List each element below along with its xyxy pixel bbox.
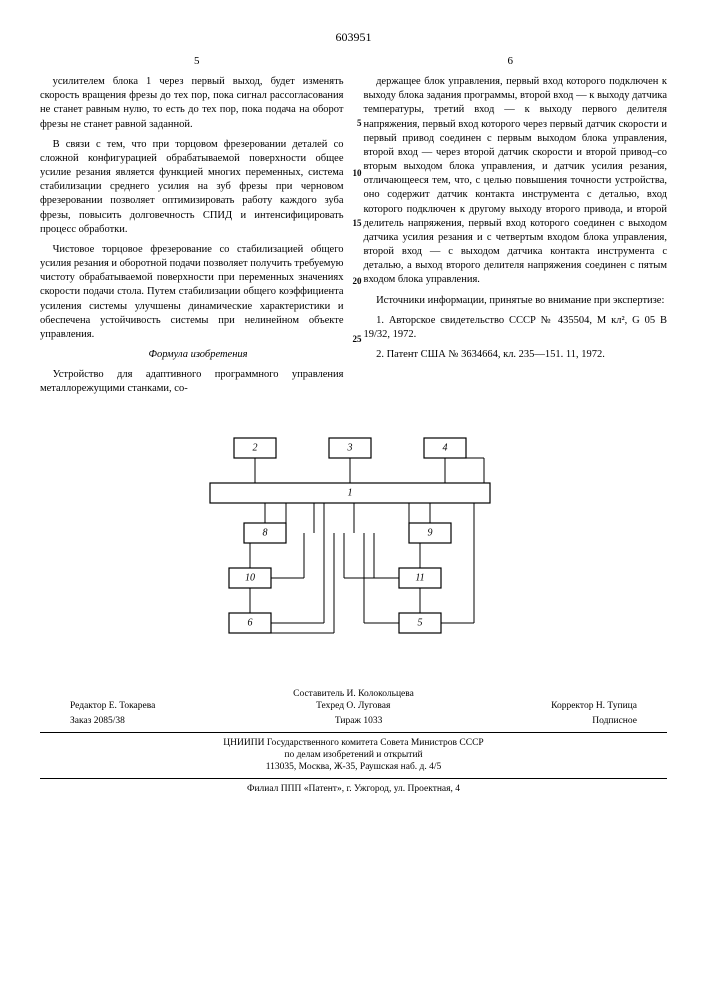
line-number: 15 [350, 217, 362, 229]
paragraph: держащее блок управления, первый вход ко… [364, 75, 668, 288]
right-column: 5 10 15 20 25 держащее блок управления, … [364, 75, 668, 403]
svg-text:9: 9 [427, 527, 432, 538]
tirazh: Тираж 1033 [335, 715, 383, 727]
svg-text:10: 10 [245, 572, 255, 583]
block-diagram: 2 3 4 1 8 9 10 11 6 5 [40, 428, 667, 658]
svg-text:2: 2 [252, 442, 257, 453]
paragraph: Устройство для адаптивного программного … [40, 368, 344, 396]
left-column: усилителем блока 1 через первый выход, б… [40, 75, 344, 403]
branch-line: Филиал ППП «Патент», г. Ужгород, ул. Про… [40, 783, 667, 795]
svg-text:11: 11 [415, 572, 424, 583]
order-row: Заказ 2085/38 Тираж 1033 Подписное [40, 715, 667, 727]
svg-text:1: 1 [347, 487, 352, 498]
formula-heading: Формула изобретения [40, 348, 344, 362]
org-line: по делам изобретений и открытий [40, 749, 667, 761]
divider [40, 732, 667, 733]
divider [40, 778, 667, 779]
page-number-right: 6 [508, 55, 514, 67]
line-number: 20 [350, 275, 362, 287]
svg-text:8: 8 [262, 527, 267, 538]
corrector: Корректор Н. Тупица [551, 700, 637, 712]
editors-row: Редактор Е. Токарева Техред О. Луговая К… [40, 700, 667, 712]
imprint-block: Составитель И. Колокольцева Редактор Е. … [40, 688, 667, 795]
paragraph: усилителем блока 1 через первый выход, б… [40, 75, 344, 132]
org-line: ЦНИИПИ Государственного комитета Совета … [40, 737, 667, 749]
line-number: 25 [350, 333, 362, 345]
line-number: 5 [350, 117, 362, 129]
svg-text:5: 5 [417, 617, 422, 628]
address-line: 113035, Москва, Ж-35, Раушская наб. д. 4… [40, 761, 667, 773]
editor: Редактор Е. Токарева [70, 700, 155, 712]
paragraph: Чистовое торцовое фрезерование со стабил… [40, 243, 344, 342]
page-number-left: 5 [194, 55, 200, 67]
techred: Техред О. Луговая [316, 700, 390, 712]
svg-text:3: 3 [346, 442, 352, 453]
document-number: 603951 [40, 30, 667, 45]
compiler-line: Составитель И. Колокольцева [40, 688, 667, 700]
order: Заказ 2085/38 [70, 715, 125, 727]
source-item: 2. Патент США № 3634664, кл. 235—151. 11… [364, 348, 668, 362]
diagram-svg: 2 3 4 1 8 9 10 11 6 5 [174, 428, 534, 658]
svg-text:6: 6 [247, 617, 252, 628]
svg-text:4: 4 [442, 442, 447, 453]
source-item: 1. Авторское свидетельство СССР № 435504… [364, 314, 668, 342]
line-number: 10 [350, 167, 362, 179]
patent-page: 603951 5 6 усилителем блока 1 через перв… [0, 0, 707, 815]
paragraph: В связи с тем, что при торцовом фрезеров… [40, 138, 344, 237]
text-columns: усилителем блока 1 через первый выход, б… [40, 75, 667, 403]
podpisnoe: Подписное [592, 715, 637, 727]
sources-heading: Источники информации, принятые во вниман… [364, 294, 668, 308]
column-page-numbers: 5 6 [40, 55, 667, 67]
